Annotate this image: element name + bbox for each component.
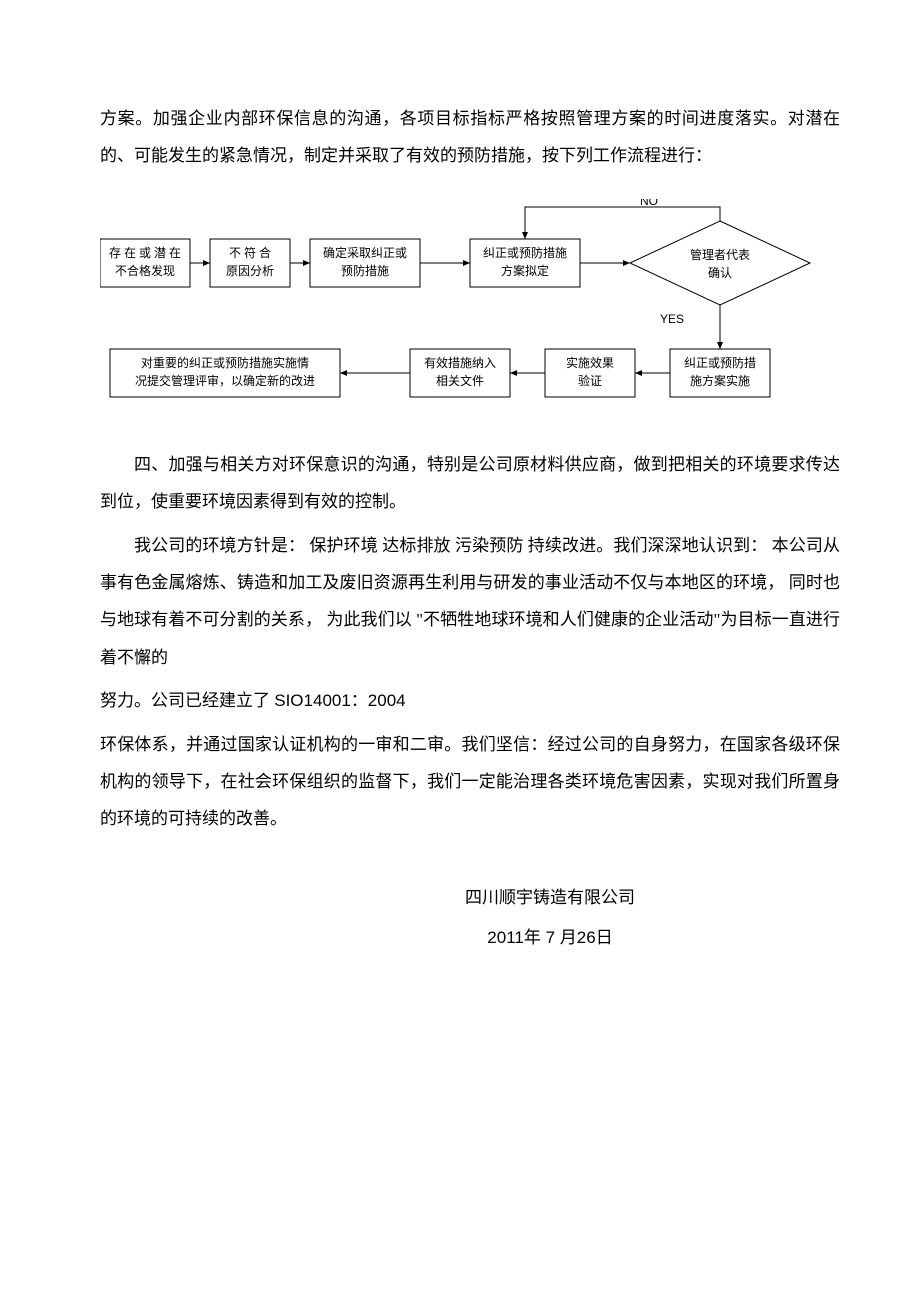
date-day-unit: 日 — [596, 928, 613, 947]
signature-company: 四川顺宇铸造有限公司 — [260, 878, 840, 919]
flowchart-container: YESNO存 在 或 潜 在不合格发现不 符 合原因分析确定采取纠正或预防措施纠… — [100, 181, 840, 446]
date-day-num: 26 — [577, 928, 596, 947]
paragraph-3: 我公司的环境方针是： 保护环境 达标排放 污染预防 持续改进。我们深深地认识到：… — [100, 527, 840, 677]
paragraph-1: 方案。加强企业内部环保信息的沟通，各项目标指标严格按照管理方案的时间进度落实。对… — [100, 100, 840, 175]
para4-lead: 努力。公司已经建立了 — [100, 691, 274, 710]
date-year-unit: 年 — [524, 928, 541, 947]
flowchart-svg: YESNO存 在 或 潜 在不合格发现不 符 合原因分析确定采取纠正或预防措施纠… — [100, 199, 840, 419]
svg-text:YES: YES — [660, 312, 684, 326]
signature-block: 四川顺宇铸造有限公司 2011年 7 月26日 — [100, 878, 840, 960]
paragraph-4a: 努力。公司已经建立了 SIO14001：2004 — [100, 682, 840, 719]
date-year-num: 2011 — [487, 928, 524, 947]
paragraph-4b: 环保体系，并通过国家认证机构的一审和二审。我们坚信：经过公司的自身努力，在国家各… — [100, 726, 840, 838]
signature-date: 2011年 7 月26日 — [260, 918, 840, 959]
date-month-unit: 月 — [560, 928, 577, 947]
svg-text:NO: NO — [640, 199, 658, 208]
iso-code: SIO14001：2004 — [274, 691, 405, 710]
date-month-num: 7 — [541, 928, 560, 947]
paragraph-2: 四、加强与相关方对环保意识的沟通，特别是公司原材料供应商，做到把相关的环境要求传… — [100, 446, 840, 521]
